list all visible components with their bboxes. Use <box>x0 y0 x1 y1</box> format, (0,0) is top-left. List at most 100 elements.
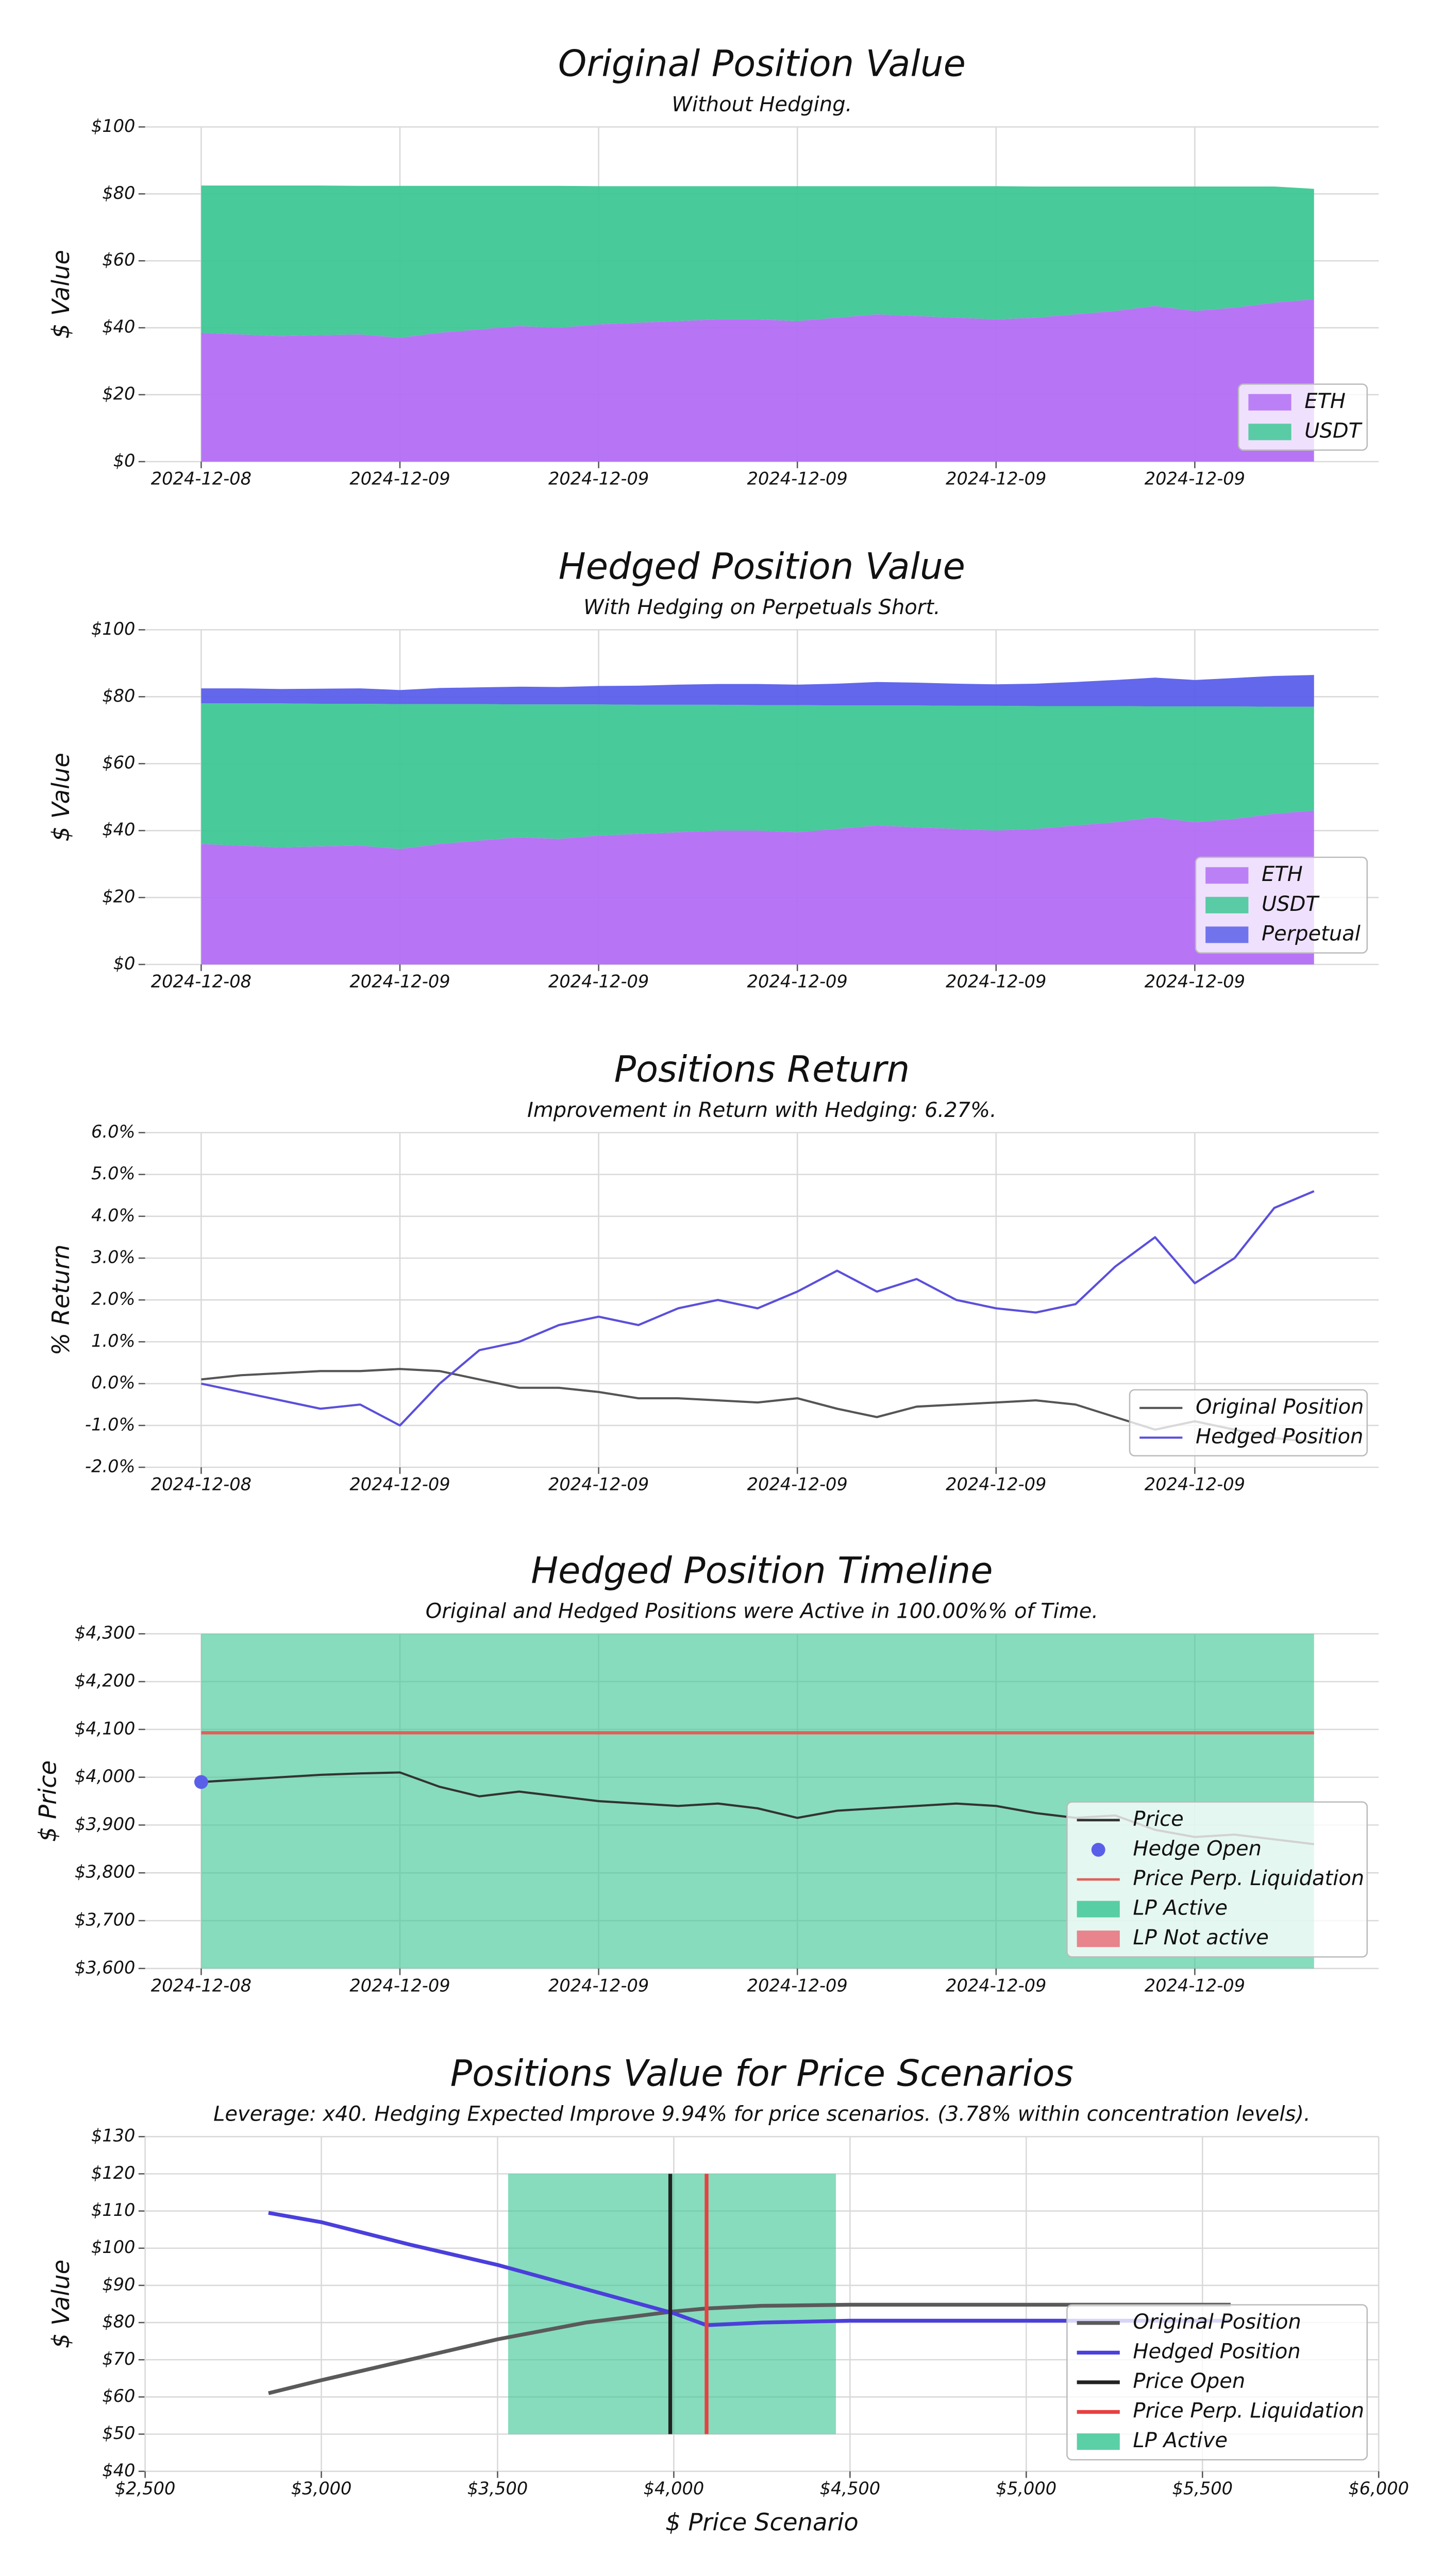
legend-box <box>1066 1801 1368 1958</box>
chart-title: Positions Return <box>614 1048 910 1091</box>
y-tick-label: $130 <box>91 2126 136 2146</box>
legend-swatch <box>1091 1842 1105 1857</box>
x-tick-label: 2024-12-09 <box>946 1976 1046 1996</box>
legend-swatch <box>1248 394 1291 411</box>
y-tick-label: $20 <box>102 887 135 907</box>
y-tick-label: $4,300 <box>75 1623 136 1643</box>
y-tick-label: $40 <box>102 2460 135 2480</box>
x-tick-label: 2024-12-09 <box>1145 469 1245 489</box>
chart-subtitle: Without Hedging. <box>672 93 852 116</box>
x-tick-label: $2,500 <box>115 2479 176 2499</box>
series-line <box>268 2211 1231 2327</box>
legend-swatch <box>1248 423 1291 440</box>
x-tick-label: 2024-12-09 <box>747 1976 848 1996</box>
chart-subtitle: With Hedging on Perpetuals Short. <box>583 596 940 619</box>
legend-label: Price Perp. Liquidation <box>1133 2399 1364 2423</box>
x-tick-label: 2024-12-08 <box>151 972 251 992</box>
y-tick-label: 5.0% <box>91 1163 135 1183</box>
x-tick-label: 2024-12-09 <box>349 1976 450 1996</box>
x-tick-label: $5,000 <box>996 2479 1057 2499</box>
y-tick-label: $40 <box>102 317 135 337</box>
legend-swatch <box>1077 1901 1120 1918</box>
y-tick-label: $70 <box>102 2349 135 2369</box>
x-tick-label: 2024-12-09 <box>946 469 1046 489</box>
chart-subtitle: Improvement in Return with Hedging: 6.27… <box>527 1098 997 1122</box>
y-tick-label: $4,100 <box>75 1718 136 1738</box>
y-tick-label: $100 <box>91 116 136 136</box>
y-tick-label: 4.0% <box>91 1205 135 1225</box>
legend-swatch <box>1077 2433 1120 2450</box>
legend-swatch <box>1205 896 1249 913</box>
x-tick-label: 2024-12-09 <box>1145 1976 1245 1996</box>
legend-swatch <box>1205 867 1249 884</box>
y-tick-label: $3,800 <box>75 1862 136 1882</box>
legend-label: USDT <box>1262 892 1320 916</box>
chart-title: Hedged Position Timeline <box>531 1549 993 1591</box>
y-tick-label: -2.0% <box>85 1456 135 1477</box>
legend-box <box>1129 1389 1368 1456</box>
legend-swatch <box>1077 1930 1120 1947</box>
y-tick-label: $20 <box>102 384 135 404</box>
y-tick-label: $100 <box>91 2237 136 2257</box>
hedge-open-point <box>194 1775 208 1789</box>
x-tick-label: $3,500 <box>467 2479 528 2499</box>
chart-subtitle: Original and Hedged Positions were Activ… <box>426 1600 1098 1623</box>
y-tick-label: 1.0% <box>91 1331 135 1351</box>
x-tick-label: 2024-12-09 <box>946 1475 1046 1495</box>
legend-label: Price Open <box>1133 2369 1245 2393</box>
legend-label: Hedged Position <box>1196 1425 1363 1448</box>
y-tick-label: 6.0% <box>91 1122 135 1142</box>
x-tick-label: 2024-12-09 <box>747 469 848 489</box>
x-tick-label: 2024-12-09 <box>1145 1475 1245 1495</box>
legend-label: USDT <box>1304 419 1363 443</box>
legend-label: Original Position <box>1196 1395 1364 1419</box>
x-tick-label: $5,500 <box>1172 2479 1233 2499</box>
series-line <box>200 1190 1315 1427</box>
legend-label: Price <box>1133 1807 1183 1831</box>
x-tick-label: 2024-12-09 <box>349 469 450 489</box>
chart-title: Positions Value for Price Scenarios <box>450 2052 1073 2094</box>
y-tick-label: $120 <box>91 2163 136 2183</box>
legend-label: Perpetual <box>1262 922 1361 945</box>
area-segment <box>201 703 1314 849</box>
y-axis-label: $ Value <box>47 2260 75 2348</box>
area-segment <box>201 185 1314 338</box>
y-tick-label: 3.0% <box>91 1247 135 1267</box>
y-tick-label: $3,900 <box>75 1814 136 1834</box>
y-tick-label: -1.0% <box>85 1414 135 1434</box>
y-tick-label: $0 <box>113 451 136 471</box>
y-tick-label: $100 <box>91 619 136 639</box>
y-axis-label: % Return <box>47 1244 75 1355</box>
y-tick-label: $3,600 <box>75 1957 136 1977</box>
area-segment <box>201 299 1314 462</box>
legend-label: LP Not active <box>1133 1926 1269 1950</box>
series-line <box>201 1368 1314 1444</box>
x-tick-label: 2024-12-09 <box>946 972 1046 992</box>
legend-label: LP Active <box>1133 1896 1228 1920</box>
y-axis-label: $ Value <box>47 250 75 338</box>
y-tick-label: $60 <box>102 2386 135 2406</box>
x-tick-label: 2024-12-09 <box>548 1976 649 1996</box>
x-tick-label: $4,000 <box>644 2479 704 2499</box>
y-tick-label: $80 <box>102 183 135 203</box>
legend-swatch <box>1205 926 1249 943</box>
y-axis-label: $ Price <box>34 1760 62 1842</box>
x-axis-label: $ Price Scenario <box>665 2509 859 2536</box>
y-tick-label: $110 <box>91 2200 136 2220</box>
y-tick-label: $50 <box>102 2423 135 2443</box>
legend-label: ETH <box>1262 862 1303 886</box>
x-tick-label: 2024-12-08 <box>151 1976 251 1996</box>
y-tick-label: 0.0% <box>91 1372 135 1393</box>
legend-label: Price Perp. Liquidation <box>1133 1867 1364 1890</box>
y-tick-label: $40 <box>102 820 135 840</box>
chart-title: Hedged Position Value <box>559 546 965 588</box>
y-tick-label: $4,000 <box>75 1766 136 1786</box>
area-segment <box>201 675 1314 707</box>
y-tick-label: 2.0% <box>91 1289 135 1309</box>
legend-label: Hedge Open <box>1133 1837 1262 1860</box>
x-tick-label: 2024-12-09 <box>548 972 649 992</box>
y-tick-label: $4,200 <box>75 1671 136 1691</box>
y-tick-label: $90 <box>102 2274 135 2294</box>
